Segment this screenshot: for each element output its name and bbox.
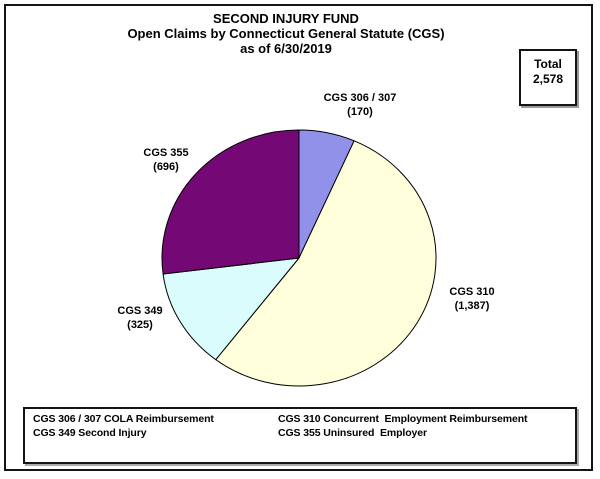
- slice-label-cgs-310: CGS 310 (1,387): [422, 285, 522, 313]
- slice-label-cgs-349: CGS 349 (325): [90, 304, 190, 332]
- chart-title: SECOND INJURY FUND Open Claims by Connec…: [0, 11, 572, 56]
- slice-label-name: CGS 349: [117, 305, 163, 317]
- slice-label-value: (1,387): [454, 300, 490, 312]
- slice-label-value: (325): [127, 319, 153, 331]
- chart-title-line2: Open Claims by Connecticut General Statu…: [127, 26, 445, 41]
- legend-item-cgs-306-307: CGS 306 / 307 COLA Reimbursement: [33, 413, 214, 425]
- slice-label-cgs-306-307: CGS 306 / 307 (170): [300, 91, 420, 119]
- legend-column-right: CGS 310 Concurrent Employment Reimbursem…: [278, 412, 528, 440]
- slice-label-cgs-355: CGS 355 (696): [116, 146, 216, 174]
- legend-box: CGS 306 / 307 COLA Reimbursement CGS 349…: [23, 407, 577, 464]
- legend-item-cgs-355: CGS 355 Uninsured Employer: [278, 427, 428, 439]
- slice-label-name: CGS 306 / 307: [323, 92, 397, 104]
- slice-label-name: CGS 355: [143, 147, 189, 159]
- slice-label-value: (696): [153, 161, 179, 173]
- chart-title-line3: as of 6/30/2019: [240, 41, 332, 56]
- pie-slice-cgs-349: [162, 257, 300, 361]
- pie-slice-cgs-355: [161, 129, 300, 275]
- legend-column-left: CGS 306 / 307 COLA Reimbursement CGS 349…: [33, 412, 214, 440]
- pie-slice-cgs-310: [215, 140, 437, 387]
- legend-item-cgs-310: CGS 310 Concurrent Employment Reimbursem…: [278, 413, 528, 425]
- legend-item-cgs-349: CGS 349 Second Injury: [33, 427, 147, 439]
- total-box: Total 2,578: [519, 49, 577, 106]
- slice-label-value: (170): [347, 106, 373, 118]
- total-value: 2,578: [532, 72, 564, 86]
- total-label: Total: [534, 57, 562, 71]
- slice-label-name: CGS 310: [449, 286, 495, 298]
- chart-title-line1: SECOND INJURY FUND: [213, 11, 359, 26]
